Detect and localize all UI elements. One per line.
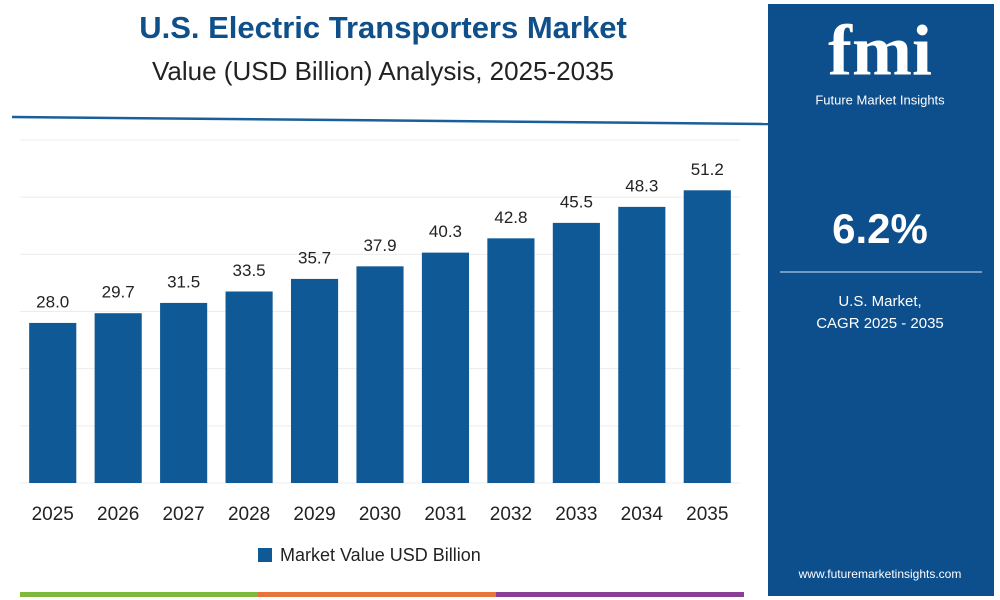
legend-label: Market Value USD Billion [280, 545, 481, 565]
value-label: 48.3 [625, 176, 658, 195]
value-label: 45.5 [560, 192, 593, 211]
bar [290, 278, 339, 483]
legend-swatch [258, 548, 272, 562]
x-tick-label: 2029 [293, 504, 335, 525]
bar [160, 302, 208, 483]
value-label: 37.9 [363, 236, 396, 255]
bar [487, 238, 535, 483]
x-tick-label: 2028 [228, 504, 270, 525]
bar [618, 206, 666, 483]
x-tick-label: 2034 [621, 504, 664, 525]
header-rule [11, 115, 769, 126]
x-tick-label: 2025 [32, 504, 74, 525]
x-tick-label: 2031 [424, 504, 466, 525]
cagr-value: 6.2% [832, 205, 928, 252]
value-label: 42.8 [494, 208, 527, 227]
footer-strip [496, 592, 744, 597]
cagr-label: U.S. Market, [838, 293, 921, 310]
chart-subtitle: Value (USD Billion) Analysis, 2025-2035 [152, 56, 614, 86]
bar [683, 190, 731, 483]
value-label: 29.7 [102, 283, 135, 302]
value-label: 35.7 [298, 248, 331, 267]
footer-strip [258, 592, 496, 597]
chart-title: U.S. Electric Transporters Market [139, 10, 627, 45]
cagr-label: CAGR 2025 - 2035 [816, 315, 944, 332]
bar [94, 313, 142, 483]
bar [552, 222, 600, 483]
value-label: 40.3 [429, 222, 462, 241]
footer-strip [20, 592, 258, 597]
value-label: 51.2 [691, 160, 724, 179]
x-tick-label: 2035 [686, 504, 728, 525]
x-tick-label: 2030 [359, 504, 401, 525]
x-tick-label: 2032 [490, 504, 532, 525]
bar [29, 322, 77, 483]
value-label: 31.5 [167, 272, 200, 291]
logo: fmi [828, 11, 932, 91]
bar [225, 291, 273, 483]
bar [421, 252, 470, 483]
url: www.futuremarketinsights.com [798, 567, 962, 581]
value-label: 28.0 [36, 292, 69, 311]
x-tick-label: 2033 [555, 504, 597, 525]
sidebar-panel [768, 4, 994, 596]
x-tick-label: 2027 [162, 504, 204, 525]
bar [356, 266, 404, 483]
x-tick-label: 2026 [97, 504, 139, 525]
value-label: 33.5 [233, 261, 266, 280]
brand: Future Market Insights [815, 92, 945, 107]
